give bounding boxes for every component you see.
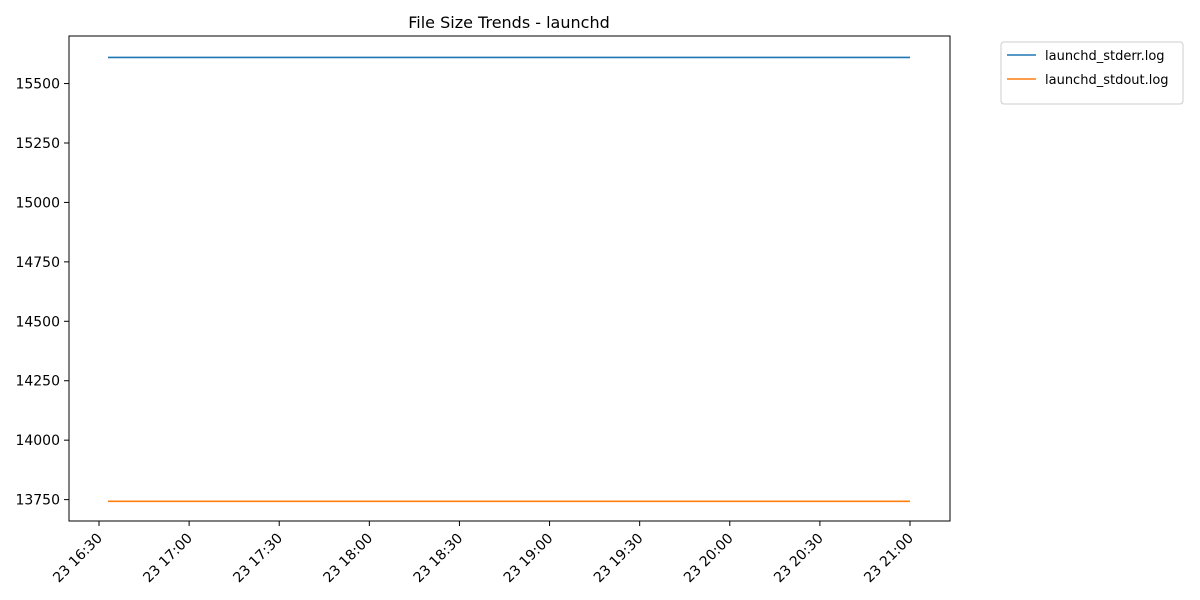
plot-frame: [68, 35, 951, 522]
y-tick-label: 14000: [15, 433, 60, 449]
y-tick-label: 14500: [15, 314, 60, 330]
y-tick-label: 15000: [15, 195, 60, 211]
plot-area: [68, 35, 951, 522]
chart-title: File Size Trends - launchd: [408, 13, 609, 32]
legend: launchd_stderr.log launchd_stdout.log: [1000, 41, 1184, 105]
y-tick-label: 15500: [15, 77, 60, 93]
y-tick-label: 14250: [15, 374, 60, 390]
legend-box: [1000, 41, 1184, 105]
y-tick-label: 15250: [15, 136, 60, 152]
y-tick-label: 13750: [15, 493, 60, 509]
y-tick-label: 14750: [15, 255, 60, 271]
legend-label: launchd_stdout.log: [1045, 73, 1169, 88]
series-layer: [108, 56, 910, 503]
legend-label: launchd_stderr.log: [1045, 49, 1165, 64]
y-axis: 13750 14000 14250 14500 14750 15000 15250 15500: [15, 77, 69, 509]
